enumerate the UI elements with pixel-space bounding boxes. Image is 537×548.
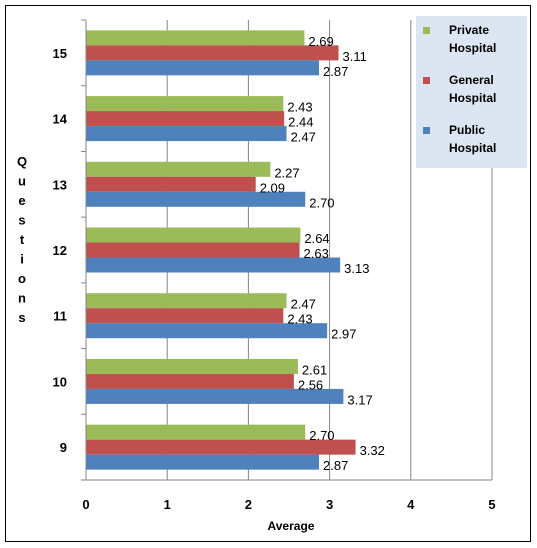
legend-label: Private Hospital [449, 23, 496, 55]
data-label: 3.17 [347, 392, 372, 407]
data-label: 2.63 [304, 246, 329, 261]
bar [86, 373, 294, 389]
data-label: 2.44 [288, 115, 313, 130]
bar [86, 45, 339, 61]
x-tick-label: 5 [488, 497, 495, 512]
x-tick-label: 0 [82, 497, 89, 512]
y-axis-title-letter: n [18, 291, 26, 306]
data-label: 2.43 [287, 100, 312, 115]
data-label: 2.47 [291, 130, 316, 145]
bar [86, 257, 341, 273]
y-axis-title-letter: e [18, 193, 25, 208]
data-label: 3.32 [360, 443, 385, 458]
bar [86, 126, 287, 142]
bar [86, 388, 344, 404]
y-axis-title-letter: o [18, 271, 26, 286]
bar [86, 424, 306, 440]
data-label: 2.43 [287, 312, 312, 327]
bar [86, 293, 287, 309]
y-axis-title-letter: t [20, 232, 25, 247]
data-label: 2.47 [291, 297, 316, 312]
x-axis-title: Average [268, 519, 315, 533]
y-axis-title-letter: s [18, 213, 25, 228]
data-label: 2.97 [331, 327, 356, 342]
y-tick-label: 9 [60, 440, 67, 455]
y-tick-label: 15 [53, 46, 67, 61]
bar [86, 308, 284, 324]
data-label: 2.69 [308, 34, 333, 49]
bar [86, 176, 256, 192]
data-label: 2.70 [309, 428, 334, 443]
bar [86, 161, 271, 177]
data-labels: 2.69 2.43 2.27 2.64 2.47 2.61 2.70 3.11 2.44 2.09… [260, 34, 385, 473]
bar [86, 111, 285, 127]
bar [86, 242, 300, 258]
y-tick-label: 13 [53, 177, 67, 192]
data-label: 2.09 [260, 180, 285, 195]
x-tick-label: 2 [245, 497, 252, 512]
x-tick-label: 4 [407, 497, 415, 512]
data-label: 2.70 [309, 195, 334, 210]
data-label: 2.64 [304, 231, 329, 246]
bar [86, 96, 284, 112]
y-axis-title-letter: Q [17, 154, 27, 169]
y-axis-title-letter: u [18, 174, 26, 189]
y-tick-label: 14 [53, 112, 68, 127]
data-label: 2.87 [323, 458, 348, 473]
y-axis-title-letter: s [18, 310, 25, 325]
data-label: 2.56 [298, 377, 323, 392]
data-label: 2.87 [323, 64, 348, 79]
legend-swatch [423, 127, 430, 134]
bar [86, 323, 328, 339]
bar [86, 454, 320, 470]
legend-swatch [423, 77, 430, 84]
bar [86, 358, 298, 374]
legend-label: Public Hospital [449, 123, 496, 155]
x-tick-label: 3 [326, 497, 333, 512]
data-label: 2.61 [302, 362, 327, 377]
bar [86, 227, 301, 243]
bar [86, 30, 305, 46]
data-label: 3.13 [344, 261, 369, 276]
y-tick-label: 11 [53, 309, 67, 324]
legend-label: General Hospital [449, 73, 496, 105]
y-axis-title-letter: i [20, 252, 24, 267]
data-label: 2.27 [274, 165, 299, 180]
y-tick-label: 12 [53, 243, 67, 258]
legend-box [416, 16, 527, 168]
bar [86, 191, 306, 207]
y-tick-label: 10 [53, 374, 67, 389]
bars [86, 30, 356, 470]
data-label: 3.11 [343, 49, 367, 64]
bar [86, 439, 356, 455]
bar [86, 60, 320, 76]
legend: Private Hospital General Hospital Public Hosp… [416, 16, 527, 168]
x-tick-label: 1 [164, 497, 171, 512]
legend-swatch [423, 27, 430, 34]
